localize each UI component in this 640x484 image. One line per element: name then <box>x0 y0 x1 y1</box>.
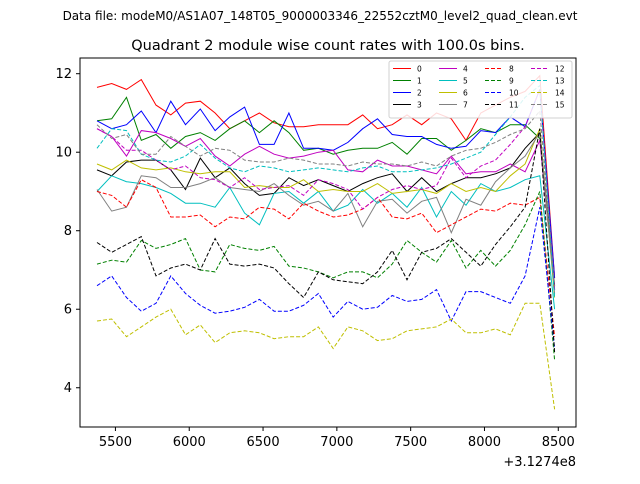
series-line-2 <box>96 89 556 278</box>
series-line-3 <box>96 131 556 286</box>
figure-suptitle: Data file: modeM0/AS1A07_148T05_90000033… <box>63 9 578 23</box>
legend-label-14: 14 <box>555 89 565 98</box>
y-tick-label: 4 <box>64 381 72 396</box>
legend-label-9: 9 <box>509 77 514 86</box>
plot-area-frame <box>79 57 577 428</box>
y-tick-label: 6 <box>64 303 72 318</box>
series-line-10 <box>96 207 556 349</box>
x-tick-label: 8000 <box>468 435 501 450</box>
x-axis-offset-label: +3.1274e8 <box>503 455 576 470</box>
series-line-6 <box>96 128 556 298</box>
series-line-12 <box>96 89 556 290</box>
x-tick-label: 8500 <box>542 435 575 450</box>
series-line-11 <box>96 128 556 353</box>
legend-label-15: 15 <box>555 101 565 110</box>
legend-label-6: 6 <box>463 89 468 98</box>
series-layer <box>96 74 556 410</box>
legend-label-10: 10 <box>509 89 519 98</box>
legend-label-1: 1 <box>417 77 422 86</box>
legend-label-7: 7 <box>463 101 468 110</box>
series-line-5 <box>96 175 556 310</box>
series-line-8 <box>96 179 556 337</box>
legend-label-11: 11 <box>509 101 519 110</box>
y-tick-label: 8 <box>64 224 72 239</box>
legend-label-13: 13 <box>555 77 565 86</box>
series-line-4 <box>96 128 556 290</box>
series-line-13 <box>96 84 556 298</box>
legend-label-12: 12 <box>555 65 565 74</box>
x-tick-label: 6000 <box>173 435 206 450</box>
legend-label-3: 3 <box>417 101 422 110</box>
legend-label-8: 8 <box>509 65 514 74</box>
legend-label-2: 2 <box>417 89 422 98</box>
x-axis: 5500 6000 6500 7000 7500 8000 8500 <box>99 427 575 450</box>
series-line-1 <box>96 96 556 290</box>
series-line-14 <box>96 302 556 410</box>
y-tick-label: 10 <box>55 146 72 161</box>
series-line-15 <box>96 109 556 286</box>
legend-frame <box>388 60 573 119</box>
legend-label-4: 4 <box>463 65 468 74</box>
y-tick-label: 12 <box>55 67 72 82</box>
x-tick-label: 6500 <box>247 435 280 450</box>
series-line-9 <box>96 191 556 361</box>
x-tick-label: 5500 <box>99 435 132 450</box>
x-tick-label: 7500 <box>394 435 427 450</box>
y-axis: 4 6 8 10 12 <box>55 67 80 396</box>
legend-label-0: 0 <box>417 65 422 74</box>
x-tick-label: 7000 <box>320 435 353 450</box>
chart-title: Quadrant 2 module wise count rates with … <box>131 38 525 54</box>
series-line-7 <box>96 131 556 294</box>
legend-label-5: 5 <box>463 77 468 86</box>
